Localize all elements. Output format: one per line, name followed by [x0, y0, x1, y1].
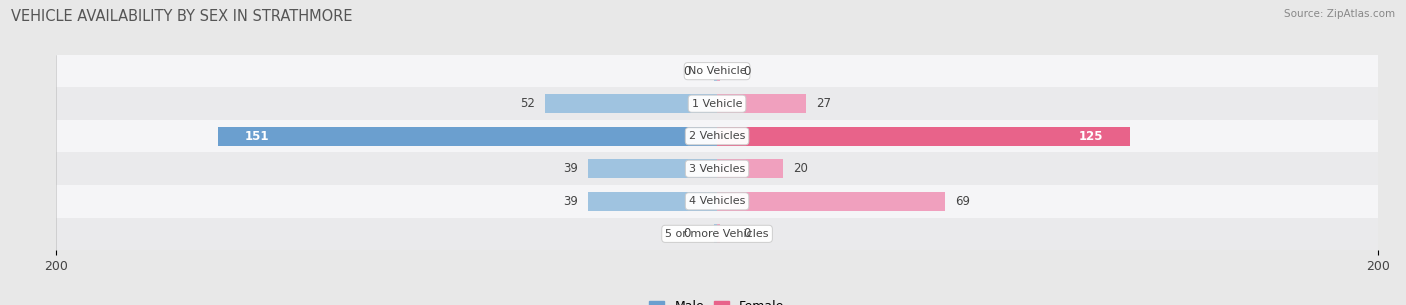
Text: 39: 39	[564, 195, 578, 208]
Text: VEHICLE AVAILABILITY BY SEX IN STRATHMORE: VEHICLE AVAILABILITY BY SEX IN STRATHMOR…	[11, 9, 353, 24]
Text: 0: 0	[683, 227, 690, 240]
Bar	[218, 127, 717, 146]
Text: 125: 125	[1080, 130, 1104, 143]
Bar	[714, 224, 717, 243]
Bar	[56, 152, 1378, 185]
Bar	[717, 94, 806, 113]
Text: 151: 151	[245, 130, 269, 143]
Bar	[56, 217, 1378, 250]
Bar	[56, 120, 1378, 152]
Bar	[56, 88, 1378, 120]
Text: 4 Vehicles: 4 Vehicles	[689, 196, 745, 206]
Bar	[546, 94, 717, 113]
Bar	[717, 224, 720, 243]
Text: 0: 0	[744, 227, 751, 240]
Text: 1 Vehicle: 1 Vehicle	[692, 99, 742, 109]
Bar	[717, 192, 945, 211]
Bar	[56, 185, 1378, 217]
Bar	[714, 62, 717, 81]
Text: 27: 27	[815, 97, 831, 110]
Text: 0: 0	[744, 65, 751, 78]
Text: 0: 0	[683, 65, 690, 78]
Text: 5 or more Vehicles: 5 or more Vehicles	[665, 229, 769, 239]
Bar	[717, 62, 720, 81]
Text: Source: ZipAtlas.com: Source: ZipAtlas.com	[1284, 9, 1395, 19]
Legend: Male, Female: Male, Female	[644, 295, 790, 305]
Bar	[588, 192, 717, 211]
Text: 2 Vehicles: 2 Vehicles	[689, 131, 745, 141]
Bar	[717, 127, 1130, 146]
Text: 3 Vehicles: 3 Vehicles	[689, 164, 745, 174]
Text: 52: 52	[520, 97, 536, 110]
Text: No Vehicle: No Vehicle	[688, 66, 747, 76]
Text: 69: 69	[955, 195, 970, 208]
Bar	[56, 55, 1378, 88]
Text: 20: 20	[793, 162, 808, 175]
Bar	[717, 159, 783, 178]
Bar	[588, 159, 717, 178]
Text: 39: 39	[564, 162, 578, 175]
